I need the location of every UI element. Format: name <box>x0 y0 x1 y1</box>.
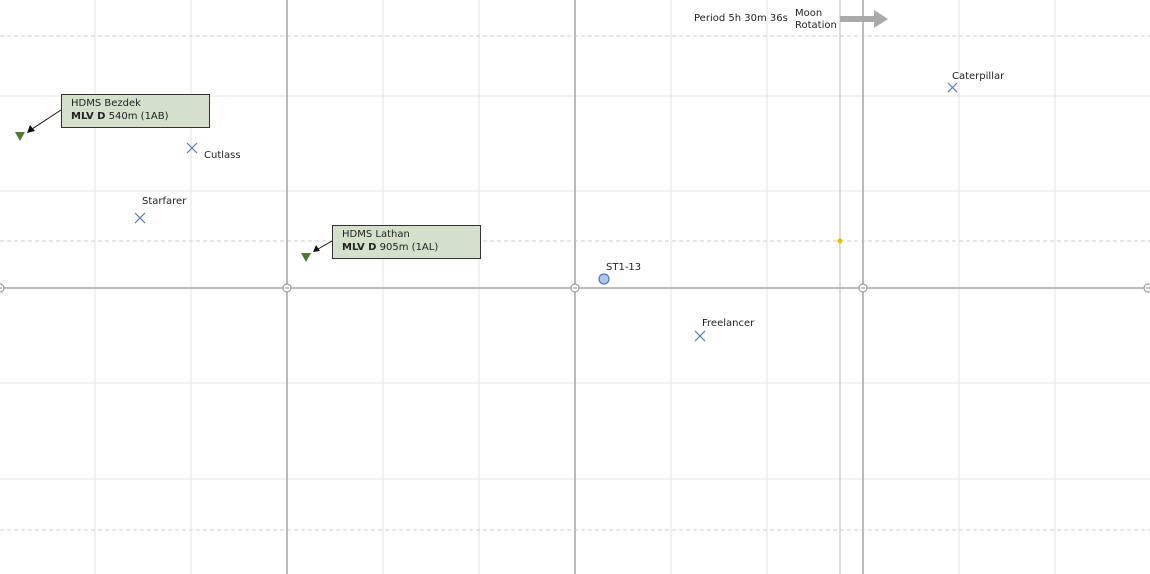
moon-rotation-title-line1: Moon <box>795 8 823 19</box>
outpost-marker-bezdek[interactable] <box>15 132 25 141</box>
landmark-marker-cutlass[interactable] <box>186 142 198 154</box>
landmark-marker-freelancer[interactable] <box>694 330 706 342</box>
subsolar-point-marker[interactable] <box>837 238 843 244</box>
outpost-callout-lathan[interactable]: HDMS Lathan MLV D 905m (1AL) <box>332 225 481 259</box>
rotation-period-label: Period 5h 30m 36s <box>694 13 788 24</box>
callout-leader-bezdek <box>27 109 62 133</box>
landmark-label-caterpillar[interactable]: Caterpillar <box>952 71 1005 82</box>
station-marker-st1-13[interactable] <box>598 273 610 285</box>
moon-rotation-title: Moon Rotation <box>795 8 837 32</box>
landmark-label-cutlass[interactable]: Cutlass <box>204 150 241 161</box>
landmark-label-starfarer[interactable]: Starfarer <box>142 196 187 207</box>
station-label-st1-13[interactable]: ST1-13 <box>606 262 642 273</box>
moon-rotation-title-line2: Rotation <box>795 20 837 31</box>
outpost-name: HDMS Bezdek <box>71 98 141 109</box>
landmark-marker-starfarer[interactable] <box>134 212 146 224</box>
landmark-marker-caterpillar[interactable] <box>947 82 958 93</box>
outpost-type: MLV D <box>71 111 106 122</box>
outpost-type: MLV D <box>342 242 377 253</box>
outpost-marker-lathan[interactable] <box>301 253 311 262</box>
outpost-elevation: 905m (1AL) <box>379 242 439 253</box>
landmark-label-freelancer[interactable]: Freelancer <box>702 318 755 329</box>
right-arrow-icon <box>840 10 888 28</box>
callout-leader-lathan <box>313 240 333 252</box>
outpost-elevation: 540m (1AB) <box>108 111 169 122</box>
outpost-name: HDMS Lathan <box>342 229 410 240</box>
outpost-callout-bezdek[interactable]: HDMS Bezdek MLV D 540m (1AB) <box>61 94 210 128</box>
